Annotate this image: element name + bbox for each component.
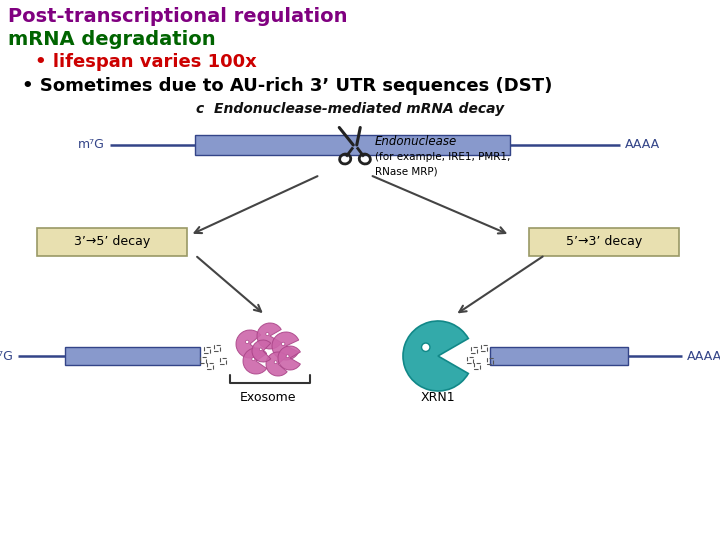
Bar [200, 357, 206, 363]
Text: 3’→5’ decay: 3’→5’ decay [74, 235, 150, 248]
FancyBboxPatch shape [529, 228, 679, 256]
Bar [207, 363, 213, 369]
Circle shape [274, 361, 277, 363]
Text: m⁷G: m⁷G [78, 138, 105, 152]
Wedge shape [278, 346, 300, 370]
Wedge shape [266, 352, 287, 376]
Bar [204, 347, 210, 353]
Text: Post-transcriptional regulation: Post-transcriptional regulation [8, 7, 348, 26]
Circle shape [259, 348, 262, 350]
Circle shape [286, 355, 289, 357]
Bar [487, 358, 493, 364]
Bar [481, 345, 487, 351]
Bar [471, 347, 477, 353]
Bar [490, 347, 628, 365]
Circle shape [246, 340, 249, 343]
Text: AAAA: AAAA [625, 138, 660, 152]
Text: XRN1: XRN1 [420, 391, 455, 404]
Wedge shape [236, 330, 261, 358]
Wedge shape [252, 340, 271, 362]
Circle shape [421, 343, 430, 352]
Wedge shape [403, 321, 468, 391]
Bar [220, 358, 226, 364]
Text: RNase MRP): RNase MRP) [375, 166, 438, 176]
Bar [474, 363, 480, 369]
Text: (for example, IRE1, PMR1,: (for example, IRE1, PMR1, [375, 152, 510, 162]
Wedge shape [243, 348, 266, 374]
Text: Endonuclease: Endonuclease [375, 135, 457, 148]
Circle shape [252, 357, 255, 361]
Text: Exosome: Exosome [240, 391, 296, 404]
Bar [195, 135, 510, 155]
Bar [467, 357, 473, 363]
Text: AAAA: AAAA [687, 349, 720, 362]
Wedge shape [272, 332, 299, 360]
Wedge shape [257, 323, 282, 349]
Bar [214, 345, 220, 351]
Circle shape [282, 342, 285, 346]
Text: mRNA degradation: mRNA degradation [8, 30, 215, 49]
Text: c  Endonuclease-mediated mRNA decay: c Endonuclease-mediated mRNA decay [196, 102, 504, 116]
FancyBboxPatch shape [37, 228, 187, 256]
Text: • lifespan varies 100x: • lifespan varies 100x [35, 53, 257, 71]
Bar [65, 347, 200, 365]
Circle shape [266, 333, 269, 335]
Text: • Sometimes due to AU-rich 3’ UTR sequences (DST): • Sometimes due to AU-rich 3’ UTR sequen… [22, 77, 552, 95]
Text: m⁷G: m⁷G [0, 349, 14, 362]
Text: 5’→3’ decay: 5’→3’ decay [566, 235, 642, 248]
